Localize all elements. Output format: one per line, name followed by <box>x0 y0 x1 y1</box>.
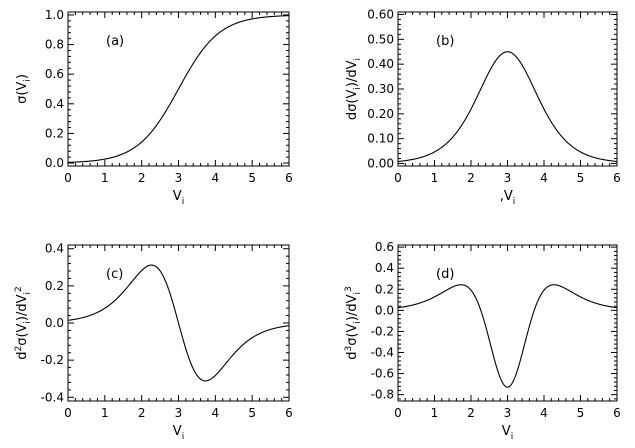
x-tick-label: 3 <box>504 171 512 185</box>
y-tick-label: 0.6 <box>375 240 394 254</box>
y-tick-label: 0.60 <box>367 7 394 21</box>
y-tick-label: -0.2 <box>371 324 394 338</box>
y-tick-label: 0.40 <box>367 57 394 71</box>
panel-label: (a) <box>106 34 124 49</box>
x-axis-label: Vi <box>502 424 513 442</box>
x-tick-label: 6 <box>613 171 621 185</box>
x-tick-label: 3 <box>175 171 183 185</box>
y-axis-label: d2σ(Vi)/dVi2 <box>14 286 33 360</box>
x-tick-label: 4 <box>540 171 548 185</box>
series-line <box>397 51 618 163</box>
panel-label: (c) <box>106 267 123 282</box>
y-tick-label: 0.50 <box>367 32 394 46</box>
y-axis-label: σ(Vi) <box>15 74 33 104</box>
x-tick-label: 5 <box>577 406 585 420</box>
plot-frame <box>397 11 618 167</box>
y-tick-label: 0.0 <box>375 303 394 317</box>
y-tick-label: 0.0 <box>45 156 64 170</box>
panel-a: 0 1 2 3 4 5 6 0.0 0.2 0.4 0.6 0.8 1.0 (a) Vi σ(Vi) <box>15 8 293 207</box>
panel-label: (b) <box>436 34 454 49</box>
x-tick-label: 2 <box>467 406 475 420</box>
y-tick-label: -0.2 <box>41 353 64 367</box>
panel-c: 0 1 2 3 4 5 6 -0.4 -0.2 0.0 0.2 0.4 (c) Vi d2σ(Vi)/dVi… <box>14 242 293 442</box>
x-tick-label: 0 <box>394 171 402 185</box>
x-tick-label: 1 <box>101 406 109 420</box>
x-tick-label: 2 <box>138 406 146 420</box>
y-axis-label: dσ(Vi)/dVi <box>345 58 363 120</box>
y-tick-label: 0.4 <box>375 261 394 275</box>
x-tick-label: 4 <box>212 171 220 185</box>
y-tick-label: 0.6 <box>45 67 64 81</box>
x-tick-label: 6 <box>613 406 621 420</box>
x-tick-label: 4 <box>540 406 548 420</box>
y-tick-label: 0.8 <box>45 38 64 52</box>
x-tick-label: 1 <box>101 171 109 185</box>
series-line <box>67 15 290 163</box>
y-tick-label: -0.6 <box>371 367 394 381</box>
series-line <box>397 284 618 388</box>
y-tick-label: 0.4 <box>45 242 64 256</box>
y-tick-label: 0.4 <box>45 97 64 111</box>
plot-frame <box>397 244 618 402</box>
x-tick-label: 6 <box>285 171 293 185</box>
y-tick-label: 0.0 <box>45 316 64 330</box>
x-tick-label: 4 <box>212 406 220 420</box>
x-axis-label: Vi <box>173 189 184 207</box>
x-tick-label: 6 <box>285 406 293 420</box>
x-tick-label: 0 <box>64 171 72 185</box>
x-tick-label: 0 <box>64 406 72 420</box>
y-tick-label: 0.30 <box>367 82 394 96</box>
x-tick-label: 2 <box>467 171 475 185</box>
panel-b: 0 1 2 3 4 5 6 0.00 0.10 0.20 0.30 0.40 0.50 0.60 (b) ,V… <box>345 7 621 207</box>
x-tick-label: 3 <box>504 406 512 420</box>
y-tick-label: -0.4 <box>371 346 394 360</box>
x-axis-label: ,Vi <box>500 189 516 207</box>
panel-label: (d) <box>436 267 454 282</box>
x-tick-label: 0 <box>394 406 402 420</box>
y-tick-label: 0.2 <box>45 279 64 293</box>
x-tick-label: 5 <box>248 171 256 185</box>
y-tick-label: -0.8 <box>371 388 394 402</box>
x-tick-label: 1 <box>431 171 439 185</box>
x-axis-label: Vi <box>173 424 184 442</box>
series-line <box>67 264 290 382</box>
x-tick-label: 1 <box>431 406 439 420</box>
y-tick-label: 0.00 <box>367 157 394 171</box>
x-tick-label: 5 <box>577 171 585 185</box>
y-tick-label: 0.10 <box>367 132 394 146</box>
y-axis-label: d3σ(Vi)/dVi3 <box>344 286 363 360</box>
panel-d: 0 1 2 3 4 5 6 -0.8 -0.6 -0.4 -0.2 0.0 0.2 0.4 0.6 (d) Vi… <box>344 240 621 442</box>
y-tick-label: 0.2 <box>45 126 64 140</box>
x-tick-label: 5 <box>248 406 256 420</box>
y-tick-label: 0.2 <box>375 282 394 296</box>
y-tick-label: 1.0 <box>45 8 64 22</box>
y-tick-label: -0.4 <box>41 390 64 404</box>
y-tick-label: 0.20 <box>367 107 394 121</box>
x-tick-label: 3 <box>175 406 183 420</box>
x-tick-label: 2 <box>138 171 146 185</box>
